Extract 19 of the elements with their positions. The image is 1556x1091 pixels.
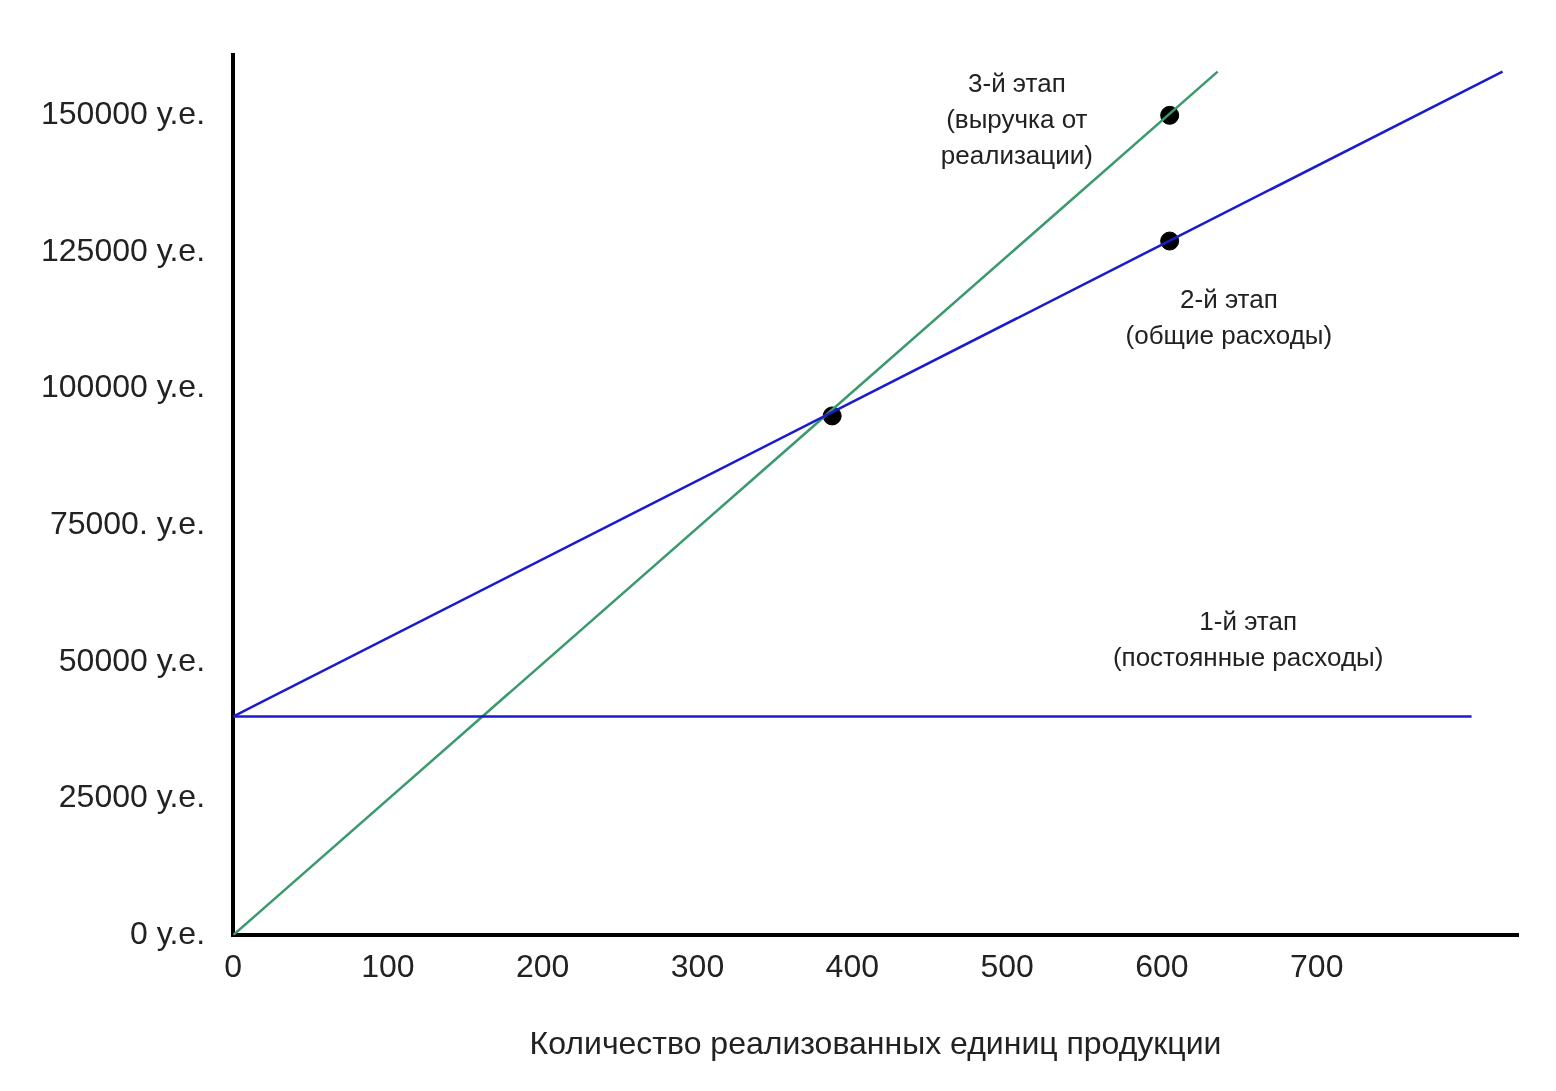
- y-tick-label: 125000 у.е.: [41, 231, 206, 268]
- x-tick-label: 0: [224, 948, 242, 985]
- x-tick-label: 700: [1290, 948, 1344, 985]
- x-tick-label: 400: [825, 948, 879, 985]
- y-tick-label: 25000 у.е.: [58, 778, 206, 815]
- annotation: 2-й этап (общие расходы): [1125, 284, 1333, 351]
- x-tick-label: 200: [515, 948, 570, 985]
- annotation: 1-й этап (постоянные расходы): [1112, 605, 1384, 672]
- y-tick-label: 100000 у.е.: [41, 368, 206, 405]
- y-tick-label: 50000 у.е.: [58, 641, 206, 678]
- y-tick-label: 75000. у.е.: [49, 505, 206, 542]
- x-tick-label: 600: [1135, 948, 1189, 985]
- y-tick-label: 0 у.е.: [129, 915, 206, 952]
- annotation: 3-й этап (выручка от реализации): [940, 68, 1093, 171]
- y-tick-label: 150000 у.е.: [41, 95, 206, 132]
- x-tick-label: 300: [670, 948, 725, 985]
- x-tick-label: 100: [361, 948, 415, 985]
- x-tick-label: 500: [980, 948, 1034, 985]
- x-axis-title: Количество реализованных единиц продукции: [529, 1024, 1222, 1061]
